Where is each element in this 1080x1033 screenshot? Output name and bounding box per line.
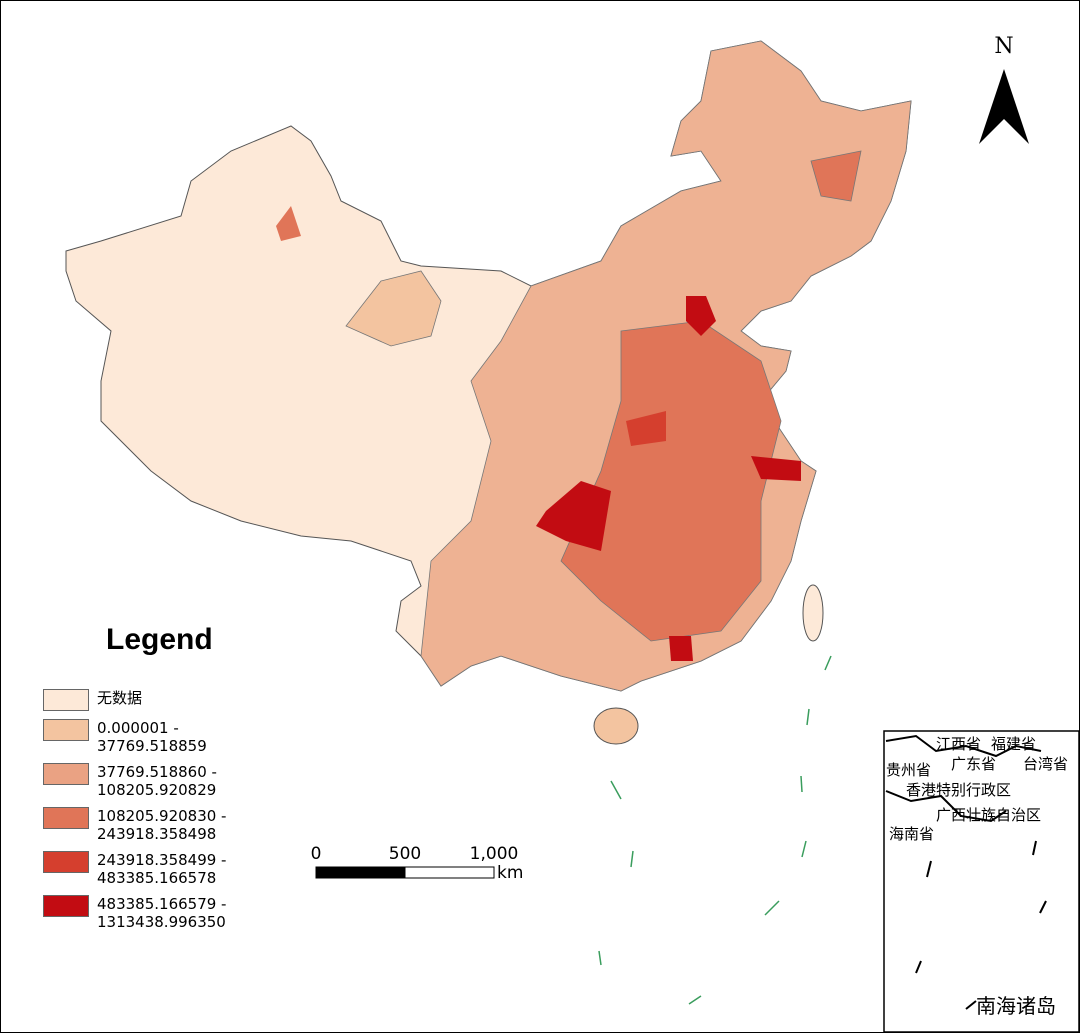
inset-label: 福建省 xyxy=(991,735,1036,753)
region-henan xyxy=(626,411,666,446)
legend-swatch xyxy=(43,895,89,917)
inset-frame xyxy=(883,730,1079,1032)
scale-label: 1,000 xyxy=(470,844,519,864)
taiwan xyxy=(802,584,824,642)
inset-label: 广西壮族自治区 xyxy=(936,806,1041,824)
legend-item: 0.000001 - 37769.518859 xyxy=(43,719,247,755)
region-chongqing xyxy=(536,481,611,551)
hainan xyxy=(593,707,639,745)
region-beijing xyxy=(686,296,716,336)
inset-label: 江西省 xyxy=(936,735,981,753)
legend: 无数据 0.000001 - 37769.518859 37769.518860 -… xyxy=(43,689,247,939)
legend-swatch xyxy=(43,763,89,785)
nine-dash-line xyxy=(598,655,832,1005)
north-label: N xyxy=(994,34,1013,59)
inset-coast xyxy=(885,734,1047,1010)
inset-label: 香港特别行政区 xyxy=(906,781,1011,799)
region-xinjiang-red xyxy=(276,206,301,241)
legend-label: 108205.920830 - 243918.358498 xyxy=(97,807,227,843)
legend-item: 37769.518860 - 108205.920829 xyxy=(43,763,247,799)
legend-item: 108205.920830 - 243918.358498 xyxy=(43,807,247,843)
scale-segment xyxy=(315,866,406,879)
legend-title: Legend xyxy=(106,623,213,656)
legend-label: 无数据 xyxy=(97,689,143,707)
legend-swatch xyxy=(43,807,89,829)
legend-item: 243918.358499 - 483385.166578 xyxy=(43,851,247,887)
legend-swatch xyxy=(43,851,89,873)
north-arrow xyxy=(979,69,1029,144)
legend-swatch xyxy=(43,719,89,741)
inset-label: 广东省 xyxy=(951,755,996,773)
region-mid xyxy=(560,320,782,642)
scale-unit: km xyxy=(497,863,523,883)
inset-label: 海南省 xyxy=(889,825,934,843)
inset-label: 台湾省 xyxy=(1023,755,1068,773)
legend-swatch xyxy=(43,689,89,711)
scale-label: 0 xyxy=(311,844,322,864)
legend-label: 243918.358499 - 483385.166578 xyxy=(97,851,227,887)
inset-title: 南海诸岛 xyxy=(976,994,1056,1018)
inset-label: 贵州省 xyxy=(886,761,931,779)
scale-segment xyxy=(404,866,495,879)
scale-label: 500 xyxy=(389,844,421,864)
region-west-tan xyxy=(345,270,442,347)
legend-item: 483385.166579 - 1313438.996350 xyxy=(43,895,247,931)
region-guangzhou xyxy=(669,636,693,661)
region-ne xyxy=(810,150,862,202)
legend-label: 37769.518860 - 108205.920829 xyxy=(97,763,217,799)
legend-label: 483385.166579 - 1313438.996350 xyxy=(97,895,227,931)
legend-label: 0.000001 - 37769.518859 xyxy=(97,719,207,755)
region-shanghai xyxy=(751,456,801,481)
legend-item: 无数据 xyxy=(43,689,247,711)
